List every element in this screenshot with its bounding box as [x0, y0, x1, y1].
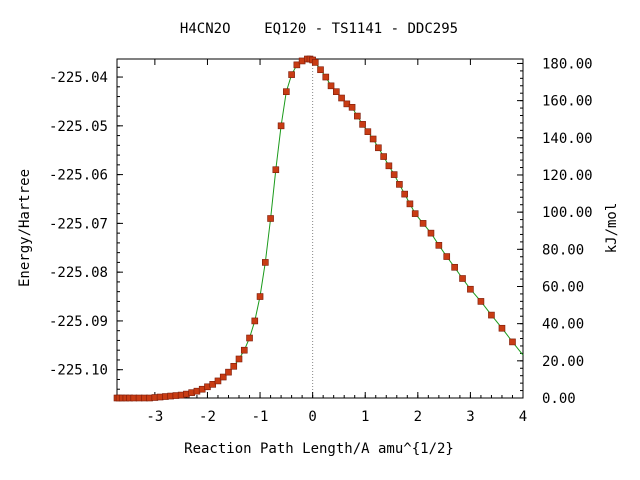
y-tick-label: -225.06 — [49, 168, 108, 184]
plot-frame — [116, 58, 524, 399]
y2-tick-label: 100.00 — [542, 205, 593, 221]
data-point — [443, 253, 451, 260]
data-point — [262, 259, 269, 266]
data-point — [467, 285, 474, 293]
data-point — [235, 355, 243, 363]
x-tick-label: -2 — [199, 409, 216, 425]
data-point — [322, 73, 330, 81]
data-point — [348, 103, 356, 111]
data-point — [333, 88, 340, 95]
data-point — [338, 94, 345, 102]
y2-axis-label: kJ/mol — [604, 203, 620, 254]
data-point — [451, 263, 458, 271]
x-axis-label: Reaction Path Length/A amu^{1/2} — [184, 441, 454, 457]
y2-tick-label: 0.00 — [542, 391, 576, 407]
data-point — [488, 311, 495, 319]
data-point — [214, 377, 222, 385]
data-point — [267, 215, 274, 222]
data-point — [419, 220, 427, 227]
data-point — [435, 242, 443, 249]
data-point — [509, 338, 516, 346]
data-point — [364, 128, 372, 135]
data-point — [498, 324, 506, 332]
data-point — [277, 122, 285, 130]
data-point — [375, 144, 382, 152]
y2-tick-label: 140.00 — [542, 131, 593, 147]
data-point — [401, 190, 408, 198]
data-point — [390, 171, 398, 178]
y-tick-label: -225.08 — [49, 265, 108, 281]
y-tick-label: -225.05 — [49, 119, 108, 135]
y-tick-label: -225.07 — [49, 216, 108, 232]
data-point — [256, 293, 264, 300]
y2-tick-label: 20.00 — [542, 354, 584, 370]
data-point — [354, 112, 361, 120]
data-point — [459, 275, 466, 282]
data-point — [219, 373, 227, 381]
y-axis-label: Energy/Hartree — [17, 169, 33, 287]
data-point — [369, 135, 377, 143]
x-tick-label: 3 — [466, 409, 474, 425]
x-tick-label: -1 — [252, 409, 269, 425]
data-point — [230, 362, 238, 370]
data-point — [251, 317, 259, 325]
x-tick-label: 0 — [308, 409, 316, 425]
x-tick-label: -3 — [146, 409, 163, 425]
data-point — [311, 59, 319, 66]
y2-tick-label: 60.00 — [542, 279, 584, 295]
data-point — [359, 121, 366, 128]
y2-tick-label: 120.00 — [542, 168, 593, 184]
data-point — [327, 82, 335, 90]
y-tick-label: -225.09 — [49, 314, 108, 330]
data-point — [288, 71, 295, 78]
y2-tick-label: 160.00 — [542, 94, 593, 110]
y2-tick-label: 180.00 — [542, 56, 593, 72]
data-point — [283, 88, 290, 95]
y2-tick-label: 40.00 — [542, 317, 584, 333]
data-point — [477, 298, 485, 305]
data-point — [240, 346, 248, 354]
plot-area: -3 -2 -1 0 1 2 3 4 -225.04 -225.05 -225.06 -225.07 -… — [49, 55, 593, 425]
data-point — [317, 66, 324, 74]
y-tick-label: -225.04 — [49, 70, 108, 86]
data-point — [343, 100, 351, 108]
x-tick-label: 4 — [519, 409, 527, 425]
x-tick-label: 2 — [414, 409, 422, 425]
data-point — [209, 381, 217, 388]
data-point — [385, 162, 393, 170]
data-point — [272, 166, 280, 174]
data-point — [427, 229, 435, 237]
data-point — [225, 368, 232, 376]
data-point — [293, 61, 301, 69]
energy-curve — [117, 58, 524, 399]
data-point — [411, 210, 419, 217]
y2-tick-label: 80.00 — [542, 242, 584, 258]
data-point — [246, 334, 253, 342]
y-tick-label: -225.10 — [49, 363, 108, 379]
chart-title: H4CN2O EQ120 - TS1141 - DDC295 — [180, 21, 458, 37]
x-tick-label: 1 — [361, 409, 369, 425]
data-point — [406, 200, 414, 208]
data-point — [396, 181, 403, 188]
data-point — [380, 153, 387, 160]
